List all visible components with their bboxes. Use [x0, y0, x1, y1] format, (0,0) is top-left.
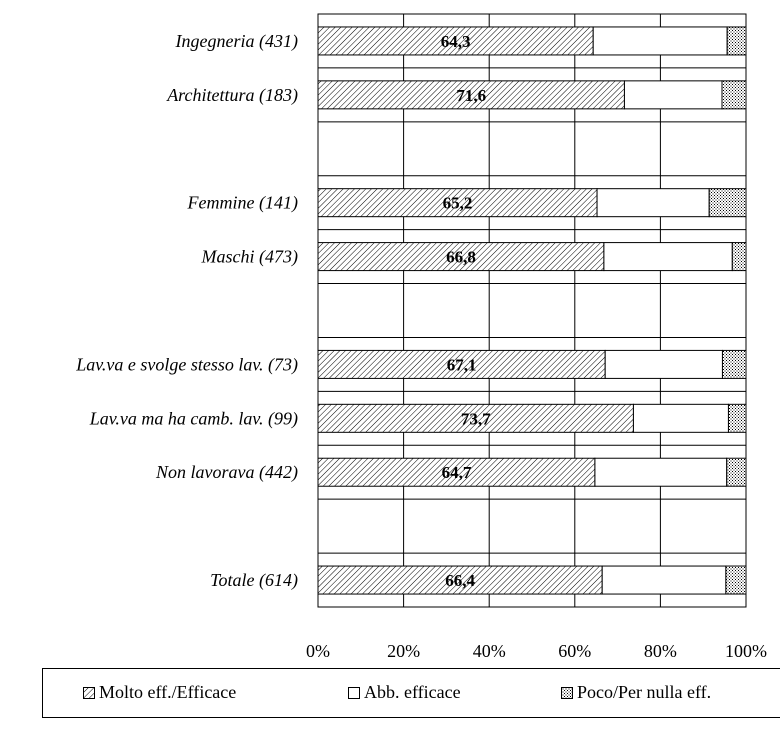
data-label: 71,6	[456, 86, 486, 105]
bar-segment	[726, 26, 747, 56]
data-label: 66,4	[445, 571, 475, 590]
x-tick-label: 40%	[473, 641, 506, 661]
data-label: 64,7	[442, 463, 472, 482]
category-label: Lav.va ma ha camb. lav. (99)	[89, 408, 298, 429]
category-label: Non lavorava (442)	[155, 462, 298, 483]
data-label: 66,8	[446, 248, 476, 267]
x-tick-label: 20%	[387, 641, 420, 661]
bar-segment	[592, 26, 728, 56]
legend-label-molto: Molto eff./Efficace	[99, 682, 237, 702]
bar-segment	[604, 349, 723, 379]
plot-frame	[317, 13, 747, 608]
data-label: 64,3	[441, 32, 471, 51]
bar-segment	[594, 457, 728, 487]
bar-segment	[721, 349, 747, 379]
legend-item-poco: Poco/Per nulla eff.	[561, 682, 711, 703]
category-label: Architettura (183)	[166, 85, 298, 106]
bar-segment	[603, 242, 733, 272]
bar-segment	[731, 242, 747, 272]
legend-swatch-hatch	[83, 687, 95, 699]
bar-segment	[317, 349, 606, 379]
bar-segment	[708, 188, 747, 218]
data-label: 65,2	[443, 194, 473, 213]
category-label: Femmine (141)	[187, 193, 298, 214]
bar-segment	[623, 80, 723, 110]
legend-label-abb: Abb. efficace	[364, 682, 461, 702]
bar-segment	[721, 80, 747, 110]
bar-segment	[317, 403, 634, 433]
bar-segment	[725, 565, 747, 595]
plot-area: 0% 20% 40% 60% 80% 100% Ingegneria (431) 64,3 Ar…	[75, 13, 767, 661]
category-label: Lav.va e svolge stesso lav. (73)	[75, 354, 298, 375]
x-tick-label: 0%	[306, 641, 330, 661]
x-tick-label: 60%	[558, 641, 591, 661]
legend: Molto eff./Efficace Abb. efficace Poco/P…	[42, 668, 780, 718]
data-label: 73,7	[461, 409, 491, 428]
bar-segment	[317, 565, 603, 595]
x-tick-label: 80%	[644, 641, 677, 661]
bar-segment	[317, 188, 598, 218]
data-label: 67,1	[447, 355, 477, 374]
bar-segment	[601, 565, 727, 595]
x-tick-label: 100%	[725, 641, 767, 661]
legend-item-abb: Abb. efficace	[348, 682, 461, 703]
legend-item-molto: Molto eff./Efficace	[83, 682, 236, 703]
category-label: Maschi (473)	[201, 247, 298, 268]
category-label: Totale (614)	[210, 570, 298, 591]
bar-segment	[727, 403, 747, 433]
bar-segment	[317, 242, 605, 272]
legend-swatch-dots	[561, 687, 573, 699]
bar-segment	[726, 457, 747, 487]
category-label: Ingegneria (431)	[175, 31, 298, 52]
bar-segment	[632, 403, 729, 433]
legend-swatch-blank	[348, 687, 360, 699]
bar-segment	[317, 26, 594, 56]
legend-label-poco: Poco/Per nulla eff.	[577, 682, 712, 702]
bar-segment	[596, 188, 710, 218]
